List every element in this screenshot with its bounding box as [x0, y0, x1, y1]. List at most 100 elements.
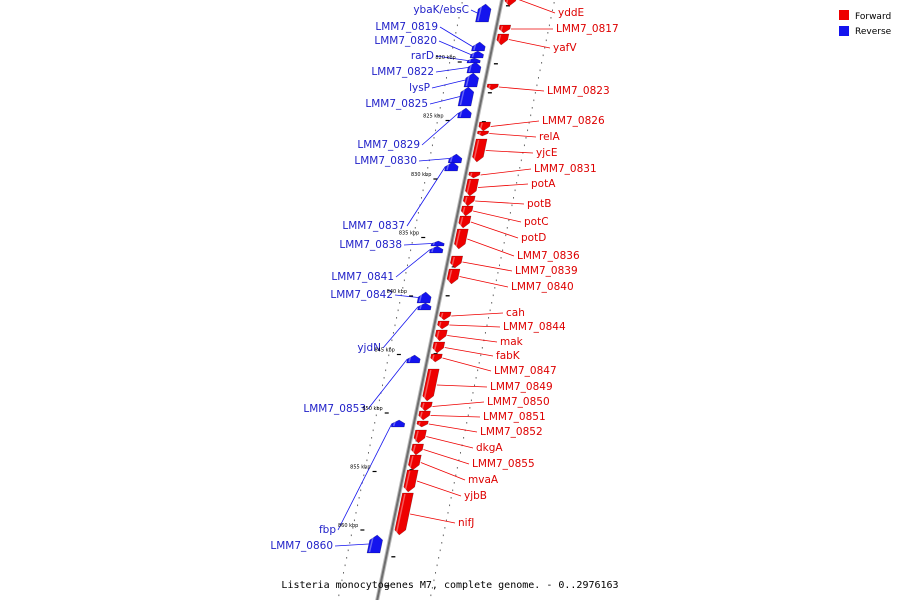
forward-gene-label-LMM7_0826[interactable]: LMM7_0826 — [542, 115, 605, 127]
forward-gene-label-potC[interactable]: potC — [524, 216, 549, 228]
reverse-gene-label-LMM7_0842[interactable]: LMM7_0842 — [330, 289, 393, 301]
forward-gene-relA[interactable] — [476, 130, 490, 137]
reverse-gene-LMM7_0829[interactable] — [457, 107, 472, 119]
reverse-gene-label-LMM7_0860[interactable]: LMM7_0860 — [270, 540, 333, 552]
forward-gene-LMM7_0836[interactable] — [453, 228, 469, 250]
reverse-gene-label-LMM7_0841[interactable]: LMM7_0841 — [331, 271, 394, 283]
forward-gene-cah[interactable] — [438, 311, 452, 321]
forward-gene-label-LMM7_0855[interactable]: LMM7_0855 — [472, 458, 535, 470]
reverse-gene-LMM7_0819[interactable] — [471, 41, 486, 52]
forward-gene-LMM7_0831[interactable] — [468, 171, 481, 179]
track-dot — [530, 114, 532, 117]
forward-gene-label-yddE[interactable]: yddE — [558, 7, 584, 19]
forward-gene-label-nifJ[interactable]: nifJ — [458, 517, 474, 529]
forward-gene-yjcE[interactable] — [472, 138, 488, 163]
reverse-gene-LMM7_0860[interactable] — [366, 534, 383, 554]
forward-gene-LMM7_0839[interactable] — [450, 255, 464, 269]
reverse-gene-rarD[interactable] — [466, 57, 481, 64]
forward-gene-label-LMM7_0840[interactable]: LMM7_0840 — [511, 281, 574, 293]
forward-gene-label-cah[interactable]: cah — [506, 307, 525, 319]
forward-gene-label-relA[interactable]: relA — [539, 131, 560, 143]
forward-gene-potB[interactable] — [462, 195, 476, 207]
forward-gene-label-LMM7_0844[interactable]: LMM7_0844 — [503, 321, 566, 333]
forward-gene-potD[interactable] — [458, 215, 472, 229]
forward-gene-label-LMM7_0852[interactable]: LMM7_0852 — [480, 426, 543, 438]
reverse-gene-label-LMM7_0829[interactable]: LMM7_0829 — [357, 139, 420, 151]
forward-gene-label-LMM7_0847[interactable]: LMM7_0847 — [494, 365, 557, 377]
reverse-gene-label-LMM7_0837[interactable]: LMM7_0837 — [342, 220, 405, 232]
track-dash — [481, 121, 486, 123]
reverse-gene-label-LMM7_0830[interactable]: LMM7_0830 — [354, 155, 417, 167]
forward-gene-mvaA[interactable] — [408, 454, 422, 471]
forward-gene-label-LMM7_0823[interactable]: LMM7_0823 — [547, 85, 610, 97]
forward-gene-potA[interactable] — [465, 178, 480, 197]
leader-LMM7_0839 — [462, 261, 513, 272]
reverse-gene-label-LMM7_0819[interactable]: LMM7_0819 — [375, 21, 438, 33]
reverse-gene-label-LMM7_0822[interactable]: LMM7_0822 — [371, 66, 434, 78]
forward-gene-LMM7_0851[interactable] — [418, 410, 431, 421]
forward-gene-dkgA[interactable] — [413, 429, 427, 444]
reverse-gene-LMM7_0853[interactable] — [406, 354, 421, 364]
reverse-gene-label-fbp[interactable]: fbp — [319, 524, 336, 536]
forward-gene-label-potD[interactable]: potD — [521, 232, 546, 244]
reverse-gene-fbp[interactable] — [390, 419, 406, 428]
forward-gene-nifJ[interactable] — [394, 492, 414, 536]
reverse-gene-LMM7_0830[interactable] — [447, 153, 463, 164]
forward-gene-label-mvaA[interactable]: mvaA — [468, 474, 499, 486]
track-dot — [439, 549, 441, 552]
forward-gene-label-dkgA[interactable]: dkgA — [476, 442, 503, 454]
forward-gene-label-yjcE[interactable]: yjcE — [536, 147, 558, 159]
reverse-gene-ybaK/ebsC[interactable] — [475, 3, 492, 23]
forward-gene-label-mak[interactable]: mak — [500, 336, 524, 348]
forward-gene-LMM7_0823[interactable] — [486, 83, 499, 91]
reverse-gene-label-LMM7_0825[interactable]: LMM7_0825 — [365, 98, 428, 110]
forward-gene-label-yafV[interactable]: yafV — [553, 42, 577, 54]
forward-gene-label-potA[interactable]: potA — [531, 178, 556, 190]
forward-gene-label-LMM7_0817[interactable]: LMM7_0817 — [556, 23, 619, 35]
forward-gene-fabK[interactable] — [432, 341, 446, 354]
forward-gene-label-LMM7_0831[interactable]: LMM7_0831 — [534, 163, 597, 175]
forward-gene-LMM7_0847[interactable] — [430, 353, 443, 363]
reverse-gene-LMM7_0837[interactable] — [444, 161, 459, 172]
forward-gene-label-LMM7_0851[interactable]: LMM7_0851 — [483, 411, 546, 423]
forward-gene-LMM7_0850[interactable] — [420, 401, 433, 412]
leader-LMM7_0825 — [429, 96, 461, 105]
reverse-gene-label-LMM7_0820[interactable]: LMM7_0820 — [374, 35, 437, 47]
forward-gene-LMM7_0840[interactable] — [446, 268, 461, 285]
reverse-gene-yjdN[interactable] — [417, 302, 432, 311]
reverse-gene-lysP[interactable] — [463, 72, 480, 88]
reverse-gene-label-yjdN[interactable]: yjdN — [357, 342, 381, 354]
track-dot — [341, 579, 343, 582]
forward-gene-label-fabK[interactable]: fabK — [496, 350, 521, 362]
reverse-gene-label-rarD[interactable]: rarD — [411, 50, 434, 62]
track-dot — [338, 594, 340, 597]
reverse-gene-LMM7_0822[interactable] — [466, 61, 482, 74]
forward-gene-yddE[interactable] — [504, 0, 518, 7]
forward-gene-LMM7_0844[interactable] — [437, 320, 450, 330]
track-dot — [525, 137, 527, 139]
forward-gene-LMM7_0855[interactable] — [411, 443, 424, 456]
forward-gene-LMM7_0826[interactable] — [478, 121, 491, 132]
forward-gene-label-potB[interactable]: potB — [527, 198, 551, 210]
reverse-gene-LMM7_0842[interactable] — [416, 291, 432, 304]
forward-gene-potC[interactable] — [460, 205, 474, 217]
forward-gene-label-LMM7_0850[interactable]: LMM7_0850 — [487, 396, 550, 408]
forward-gene-yafV[interactable] — [496, 33, 510, 46]
forward-gene-yjbB[interactable] — [403, 469, 419, 493]
reverse-gene-LMM7_0820[interactable] — [469, 50, 484, 59]
reverse-gene-label-lysP[interactable]: lysP — [409, 82, 430, 94]
reverse-gene-LMM7_0838[interactable] — [430, 240, 445, 247]
forward-gene-LMM7_0817[interactable] — [498, 24, 512, 34]
forward-gene-LMM7_0852[interactable] — [416, 420, 429, 428]
reverse-gene-label-LMM7_0853[interactable]: LMM7_0853 — [303, 403, 366, 415]
forward-gene-mak[interactable] — [434, 329, 448, 342]
reverse-gene-label-ybaK/ebsC[interactable]: ybaK/ebsC — [413, 4, 469, 16]
forward-gene-label-LMM7_0849[interactable]: LMM7_0849 — [490, 381, 553, 393]
forward-gene-label-LMM7_0839[interactable]: LMM7_0839 — [515, 265, 578, 277]
forward-gene-LMM7_0849[interactable] — [422, 368, 440, 402]
reverse-gene-LMM7_0841[interactable] — [429, 245, 444, 254]
reverse-gene-LMM7_0825[interactable] — [457, 86, 475, 107]
forward-gene-label-LMM7_0836[interactable]: LMM7_0836 — [517, 250, 580, 262]
forward-gene-label-yjbB[interactable]: yjbB — [464, 490, 487, 502]
reverse-gene-label-LMM7_0838[interactable]: LMM7_0838 — [339, 239, 402, 251]
